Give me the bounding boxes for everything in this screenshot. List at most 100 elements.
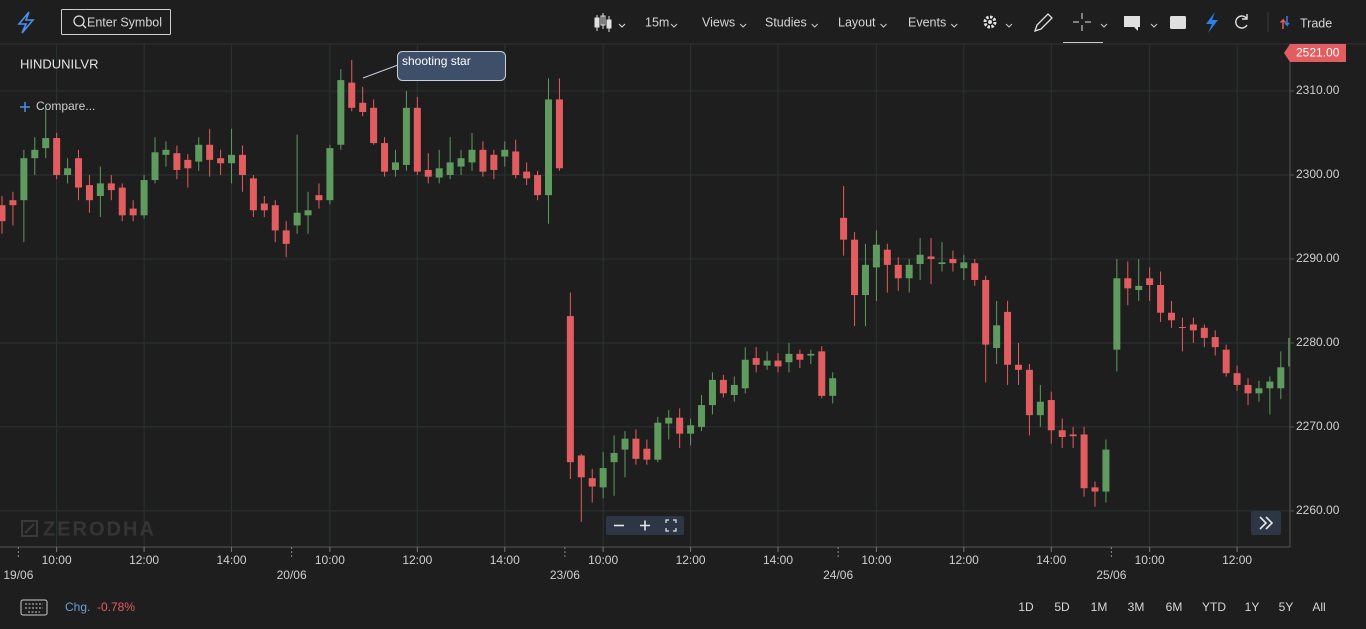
zoom-in[interactable] [640,520,650,531]
candle-body [960,262,968,269]
candle-body [796,353,804,360]
table-icon[interactable] [1170,16,1186,29]
watermark: ZERODHA [21,518,156,540]
date-label: 25/06 [1096,568,1126,582]
candle-body [545,99,552,196]
chart-type-icon[interactable] [594,13,626,32]
candle-body [621,438,629,450]
candle-body [271,205,279,231]
candle-body [1168,312,1176,321]
comment-icon[interactable] [1124,16,1158,31]
candle-body [1277,367,1285,389]
candle-body [1091,487,1099,492]
alert-icon[interactable] [1206,12,1218,33]
range-button[interactable]: 5D [1054,600,1070,614]
candle-body [643,448,651,460]
toolbar: Enter Symbol 15m Views Studies Layout Event… [0,9,1366,45]
x-tick-label: 10:00 [588,553,618,567]
date-label: 19/06 [3,568,33,582]
candle-body [337,80,345,145]
range-button[interactable]: 1M [1091,600,1108,614]
menu-item[interactable]: Studies [765,15,807,29]
x-tick-label: 10:00 [861,553,891,567]
candle-body [468,149,476,163]
range-button[interactable]: All [1312,600,1325,614]
candle-body [807,353,815,356]
candle-body [293,212,301,226]
candle-body [238,154,246,175]
candle-body [894,264,902,279]
menu-item[interactable]: Views [702,15,735,29]
symbol-input[interactable] [61,9,171,35]
gear-icon[interactable] [983,15,1013,29]
candle-body [719,379,727,394]
interval[interactable]: 15m [645,15,669,29]
range-button[interactable]: 6M [1166,600,1183,614]
candle-body [1004,311,1012,365]
candle-body [610,452,618,463]
candle-body [1014,364,1022,370]
candle-body [523,171,531,179]
candle-body [1025,369,1033,416]
trade-button[interactable]: Trade [1300,16,1332,30]
candle-body [446,162,454,175]
candle-body [654,422,662,460]
footer: Chg. -0.78% 1D 5D 1M 3M 6M YTD 1Y 5Y All [20,599,1326,616]
candle-body [730,384,738,396]
scroll-latest[interactable] [1251,511,1281,535]
search-icon [82,24,87,29]
keyboard-icon[interactable] [20,599,48,616]
candle-body [1233,373,1241,385]
candle-body [162,149,170,155]
zoom-controls [606,516,684,535]
candle-body [708,379,716,406]
candle-body [534,174,542,196]
symbol-name: HINDUNILVR [20,56,99,71]
candle-body [665,417,673,424]
candle-body [96,183,104,196]
candle-body [85,185,93,201]
candle-body [479,149,487,172]
draw-icon[interactable] [1033,13,1053,33]
annotation-text: shooting star [402,54,471,68]
menu-item[interactable]: Layout [838,15,876,29]
logo[interactable] [17,11,35,34]
caret [880,23,887,28]
zoom-fit[interactable] [665,519,677,532]
candle-body [413,107,421,172]
refresh-icon[interactable] [1235,14,1248,29]
candle-body [326,148,334,201]
search-icon [73,15,85,27]
candle-body [1113,278,1121,350]
date-label: 23/06 [550,568,580,582]
candle-body [566,316,574,463]
candle-body [1047,400,1055,431]
caret [739,23,747,28]
candle-body [916,254,924,265]
candle-body [206,144,214,160]
trade-icon [1284,16,1290,27]
candle-body [949,258,957,264]
candle-body [577,455,585,478]
range-button[interactable]: YTD [1202,600,1226,614]
candle-body [457,158,465,167]
candle-body [42,138,50,149]
candle-body [938,262,946,265]
menu-item[interactable]: Events [908,15,946,29]
candle-body [184,159,192,169]
candle-body [217,158,225,164]
crosshair-icon[interactable] [1063,13,1108,43]
range-button[interactable]: 1Y [1245,600,1260,614]
range-button[interactable]: 3M [1128,600,1145,614]
candle-body [1080,434,1088,489]
range-button[interactable]: 1D [1018,600,1034,614]
y-tick-label: 2310.00 [1296,83,1340,97]
compare-button[interactable]: Compare... [36,99,95,113]
candle-body [512,151,520,175]
candle-body [1266,381,1274,389]
watermark-text: ZERODHA [43,518,156,540]
range-button[interactable]: 5Y [1279,600,1294,614]
candle-body [370,107,378,144]
x-tick-label: 12:00 [676,553,706,567]
x-tick-label: 12:00 [1222,553,1252,567]
